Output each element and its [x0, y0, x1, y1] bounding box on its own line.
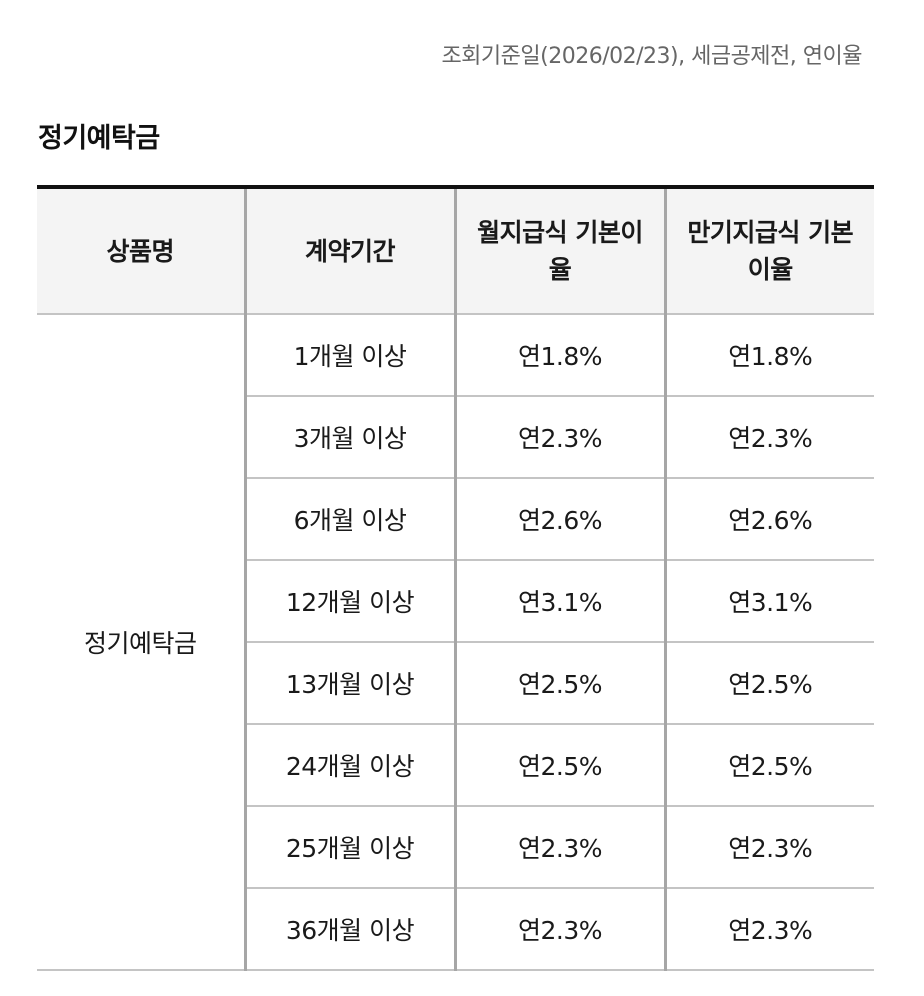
product-name-cell: 정기예탁금	[37, 314, 245, 971]
header-maturity-rate: 만기지급식 기본이율	[663, 185, 874, 315]
section-title: 정기예탁금	[38, 123, 160, 154]
period-cell: 6개월 이상	[243, 478, 455, 561]
period-cell: 13개월 이상	[243, 642, 455, 725]
table-row: 25개월 이상 연2.3% 연2.3%	[37, 806, 874, 889]
monthly-rate-cell: 연2.3%	[453, 888, 665, 971]
header-contract-period: 계약기간	[243, 185, 455, 315]
maturity-rate-cell: 연2.3%	[663, 806, 874, 889]
period-cell: 12개월 이상	[243, 560, 455, 643]
monthly-rate-cell: 연2.3%	[453, 806, 665, 889]
monthly-rate-cell: 연1.8%	[453, 314, 665, 397]
header-monthly-rate: 월지급식 기본이율	[453, 185, 665, 315]
period-cell: 24개월 이상	[243, 724, 455, 807]
table-row: 13개월 이상 연2.5% 연2.5%	[37, 642, 874, 725]
monthly-rate-cell: 연2.6%	[453, 478, 665, 561]
maturity-rate-cell: 연2.5%	[663, 724, 874, 807]
maturity-rate-cell: 연2.6%	[663, 478, 874, 561]
table-row: 36개월 이상 연2.3% 연2.3%	[37, 888, 874, 971]
period-cell: 3개월 이상	[243, 396, 455, 479]
table-row: 3개월 이상 연2.3% 연2.3%	[37, 396, 874, 479]
maturity-rate-cell: 연2.5%	[663, 642, 874, 725]
period-cell: 25개월 이상	[243, 806, 455, 889]
maturity-rate-cell: 연2.3%	[663, 396, 874, 479]
header-product-name: 상품명	[37, 185, 245, 315]
maturity-rate-cell: 연2.3%	[663, 888, 874, 971]
table-row: 정기예탁금 1개월 이상 연1.8% 연1.8%	[37, 314, 874, 971]
monthly-rate-cell: 연2.3%	[453, 396, 665, 479]
table-row: 12개월 이상 연3.1% 연3.1%	[37, 560, 874, 643]
maturity-rate-cell: 연3.1%	[663, 560, 874, 643]
monthly-rate-cell: 연2.5%	[453, 724, 665, 807]
interest-rate-table: 상품명 계약기간 월지급식 기본이율 만기지급식 기본이율 정기예탁금 1개월 …	[37, 185, 874, 971]
table-row: 6개월 이상 연2.6% 연2.6%	[37, 478, 874, 561]
table-header-row: 상품명 계약기간 월지급식 기본이율 만기지급식 기본이율	[37, 185, 874, 315]
monthly-rate-cell: 연2.5%	[453, 642, 665, 725]
period-cell: 36개월 이상	[243, 888, 455, 971]
reference-date-note: 조회기준일(2026/02/23), 세금공제전, 연이율	[441, 44, 862, 69]
period-cell: 1개월 이상	[243, 314, 455, 397]
monthly-rate-cell: 연3.1%	[453, 560, 665, 643]
table-row: 24개월 이상 연2.5% 연2.5%	[37, 724, 874, 807]
maturity-rate-cell: 연1.8%	[663, 314, 874, 397]
